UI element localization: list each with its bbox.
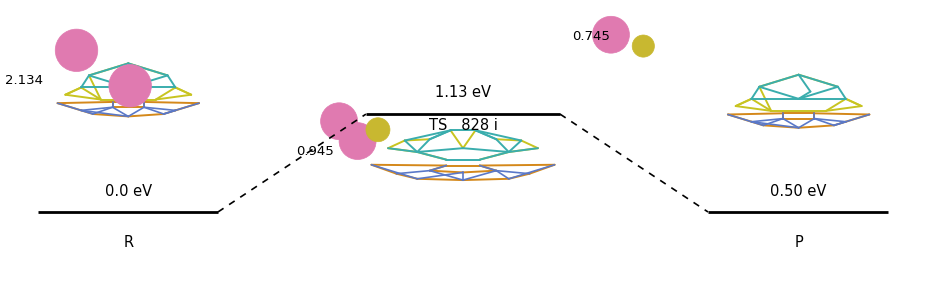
Text: 0.945: 0.945 [296, 144, 334, 158]
Text: 2.134: 2.134 [6, 74, 44, 87]
Ellipse shape [320, 103, 357, 140]
Text: 0.0 eV: 0.0 eV [105, 184, 152, 199]
Text: 0.745: 0.745 [572, 30, 610, 43]
Ellipse shape [56, 29, 98, 72]
Text: P: P [795, 235, 803, 250]
Text: 1.13 eV: 1.13 eV [435, 85, 491, 100]
Text: 0.50 eV: 0.50 eV [770, 184, 827, 199]
Ellipse shape [109, 65, 152, 107]
Ellipse shape [339, 123, 376, 160]
Ellipse shape [366, 118, 390, 142]
Text: R: R [123, 235, 133, 250]
Ellipse shape [593, 16, 630, 53]
Ellipse shape [632, 35, 655, 57]
Text: TS   828 i: TS 828 i [429, 118, 497, 133]
